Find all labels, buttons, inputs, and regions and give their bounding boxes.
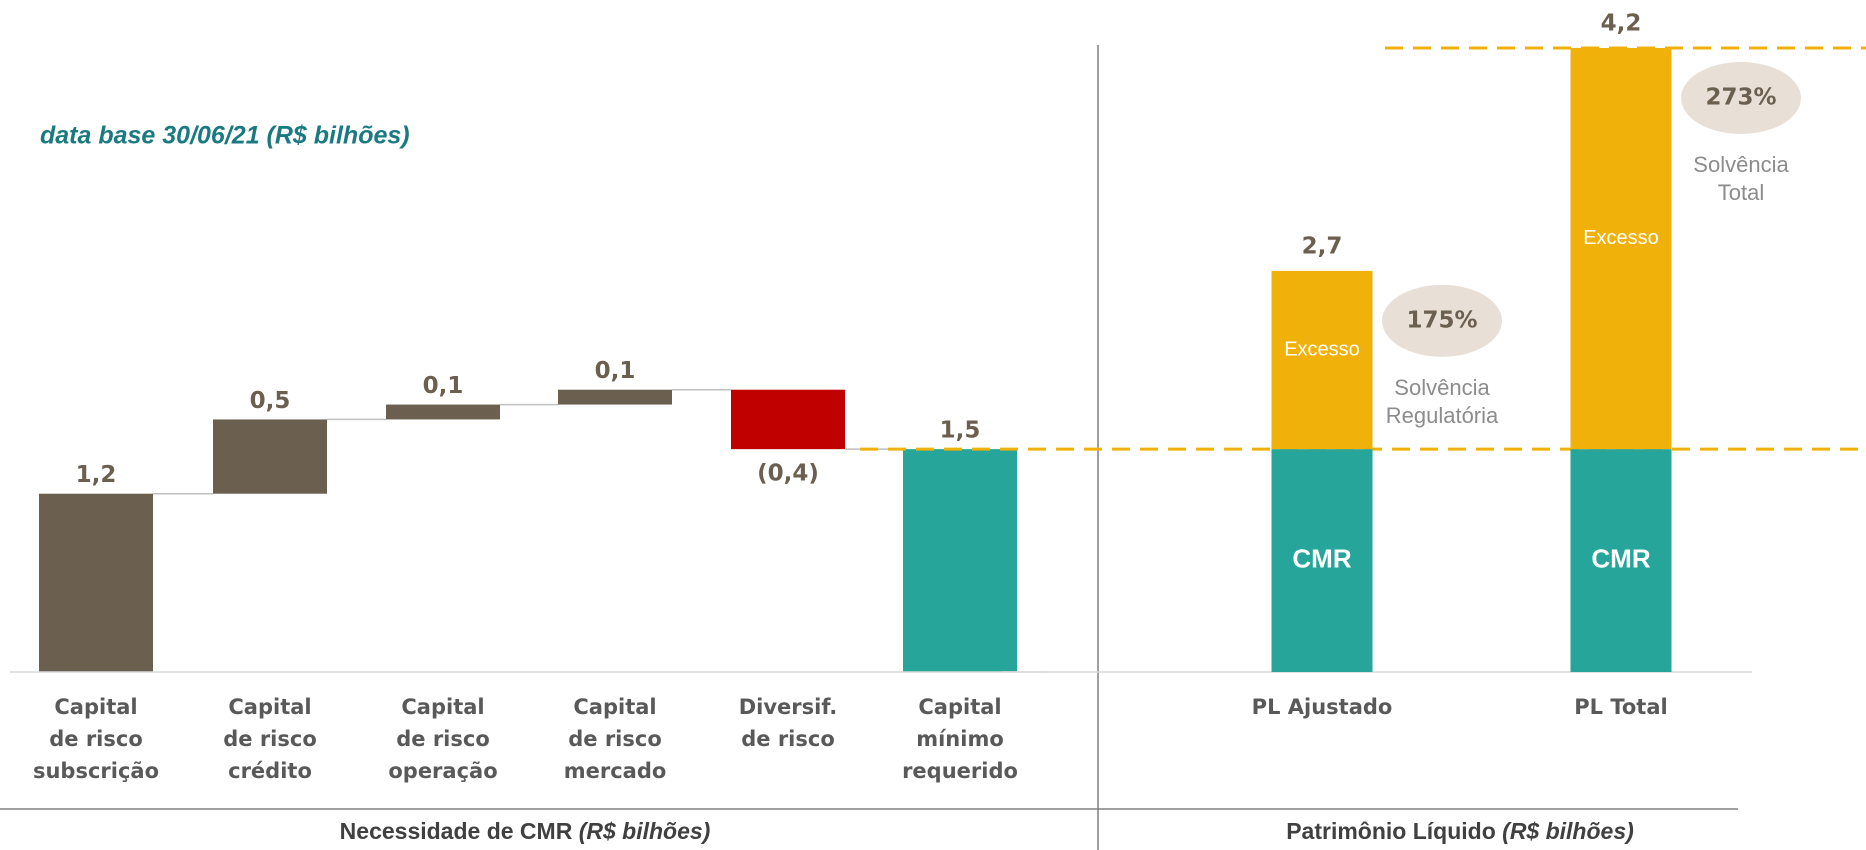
x-tick-label: PL Total <box>1574 695 1667 719</box>
x-tick-label-line: subscrição <box>33 759 159 783</box>
x-tick-label-line: Capital <box>401 695 484 719</box>
bar <box>386 404 500 420</box>
x-tick-label: Capital mínimo requerido <box>902 695 1018 783</box>
bar <box>903 449 1017 672</box>
value-label: 1,2 <box>76 462 117 488</box>
x-tick-label-line: de risco <box>741 727 835 751</box>
segment-label: CMR <box>1292 543 1351 573</box>
x-tick-label-line: Capital <box>573 695 656 719</box>
annotation-text-line: Total <box>1718 180 1764 205</box>
annotation-text: Solvência Total <box>1693 152 1789 205</box>
value-label: (0,4) <box>757 461 819 487</box>
annotation-text: Solvência Regulatória <box>1386 375 1499 428</box>
annotation-value: 273% <box>1705 85 1776 111</box>
value-label: 0,1 <box>595 358 636 384</box>
value-label: 0,5 <box>250 388 291 414</box>
subtitle: data base 30/06/21 (R$ bilhões) <box>40 122 410 150</box>
bar <box>731 389 845 450</box>
value-label: 1,5 <box>940 418 981 444</box>
segment-label: CMR <box>1591 543 1650 573</box>
x-tick-label-line: crédito <box>228 759 312 783</box>
chart-title: Patrimônio Líquido (R$ bilhões) <box>1286 818 1634 844</box>
title: Patrimônio Líquido <box>1286 818 1496 844</box>
x-tick-label-line: mercado <box>564 759 667 783</box>
x-tick-label-line: operação <box>388 759 497 783</box>
x-tick-label-line: de risco <box>223 727 317 751</box>
value-label: 0,1 <box>423 373 464 399</box>
total-label: 4,2 <box>1601 11 1642 37</box>
title: Necessidade de CMR <box>340 818 573 844</box>
title-unit: (R$ bilhões) <box>579 818 711 844</box>
x-tick-label: Capital de risco crédito <box>223 695 317 783</box>
x-tick-label-line: Capital <box>228 695 311 719</box>
x-tick-label-line: Capital <box>918 695 1001 719</box>
bar <box>213 419 327 494</box>
annotation-text-line: Solvência <box>1693 152 1789 177</box>
bar-segment <box>1271 270 1373 450</box>
bar-segment <box>1570 449 1672 672</box>
bar-segment <box>1570 48 1672 450</box>
x-tick-label-line: de risco <box>396 727 490 751</box>
x-tick-label: Diversif. de risco <box>739 695 838 751</box>
x-tick-label-line: requerido <box>902 759 1018 783</box>
x-tick-label: Capital de risco subscrição <box>33 695 159 783</box>
annotation-value: 175% <box>1406 307 1477 333</box>
x-tick-label-line: mínimo <box>916 727 1004 751</box>
annotation-text-line: Regulatória <box>1386 403 1499 428</box>
annotation-bubble <box>1382 284 1502 357</box>
x-tick-label-line: de risco <box>568 727 662 751</box>
bar-segment <box>1271 449 1373 672</box>
title-unit: (R$ bilhões) <box>1502 818 1634 844</box>
x-tick-label-line: Capital <box>54 695 137 719</box>
x-tick-label-line: de risco <box>49 727 143 751</box>
annotation-bubble <box>1681 62 1801 134</box>
bar <box>39 493 153 672</box>
x-tick-label-line: Diversif. <box>739 695 838 719</box>
x-tick-label: PL Ajustado <box>1252 695 1393 719</box>
x-tick-label: Capital de risco operação <box>388 695 497 783</box>
annotation-text-line: Solvência <box>1394 375 1490 400</box>
total-label: 2,7 <box>1302 233 1343 259</box>
x-tick-label: Capital de risco mercado <box>564 695 667 783</box>
chart-title: Necessidade de CMR (R$ bilhões) <box>340 818 711 844</box>
segment-label: Excesso <box>1583 227 1659 249</box>
segment-label: Excesso <box>1284 338 1360 360</box>
bar <box>558 389 672 405</box>
